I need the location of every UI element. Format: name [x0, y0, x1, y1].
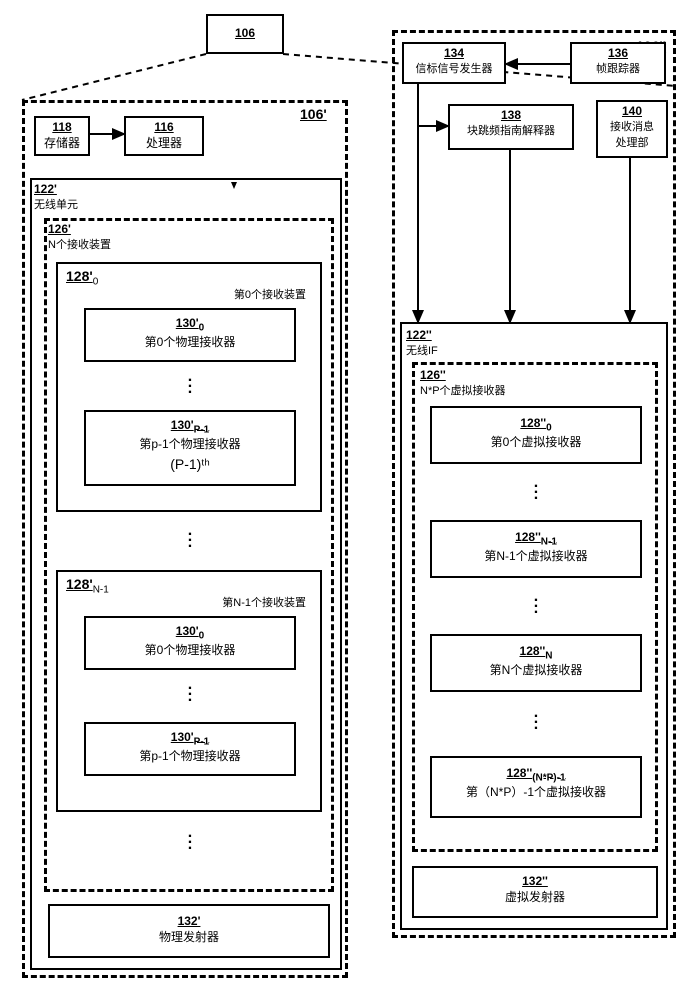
- dots: ...: [180, 374, 200, 392]
- msg-proc-label: 接收消息 处理部: [598, 118, 666, 150]
- v0-box: 128''0 第0个虚拟接收器: [430, 406, 642, 464]
- dots: ...: [526, 710, 546, 728]
- recv0-phy0-sub: 0: [199, 322, 205, 333]
- vN1-ref: 128'': [515, 530, 541, 544]
- left-tx: 132' 物理发射器: [48, 904, 330, 958]
- v0-label: 第0个虚拟接收器: [432, 433, 640, 450]
- vNP1-ref: 128'': [506, 766, 532, 780]
- root-node: 106: [206, 14, 284, 54]
- right-tx-ref: 132'': [414, 874, 656, 888]
- vNP1-box: 128''(N*P)-1 第（N*P）-1个虚拟接收器: [430, 756, 642, 818]
- beacon-node: 134 信标信号发生器: [402, 42, 506, 84]
- v0-ref: 128'': [520, 416, 546, 430]
- beacon-label: 信标信号发生器: [404, 60, 504, 76]
- recv0-phyP1: 130'P-1 第p-1个物理接收器 (P-1)ᵗʰ: [84, 410, 296, 486]
- recvN1-sub: N-1: [93, 584, 109, 595]
- frame-tracker-ref: 136: [572, 46, 664, 60]
- memory-label: 存储器: [36, 134, 88, 151]
- recv0-phyP1-label: 第p-1个物理接收器: [86, 435, 294, 452]
- vN1-label: 第N-1个虚拟接收器: [432, 547, 640, 564]
- recvN1-box: 128'N-1 第N-1个接收装置 130'0 第0个物理接收器 ... 130…: [56, 570, 322, 812]
- recvN1-phyP1-ref: 130': [171, 730, 194, 744]
- vN1-sub: N-1: [541, 536, 557, 547]
- vN1-box: 128''N-1 第N-1个虚拟接收器: [430, 520, 642, 578]
- processor-ref: 116: [126, 120, 202, 134]
- frame-tracker-label: 帧跟踪器: [572, 60, 664, 76]
- recvN1-label: 第N-1个接收装置: [222, 594, 306, 610]
- recv0-phyP1-sub: P-1: [194, 424, 210, 435]
- frame-tracker-node: 136 帧跟踪器: [570, 42, 666, 84]
- dots: ...: [526, 480, 546, 498]
- recv0-sub: 0: [93, 276, 99, 287]
- recv0-phy0-label: 第0个物理接收器: [86, 333, 294, 350]
- left-tx-label: 物理发射器: [50, 928, 328, 945]
- recvN1-phy0-sub: 0: [199, 630, 205, 641]
- beacon-ref: 134: [404, 46, 504, 60]
- recv0-ref: 128': [66, 268, 93, 284]
- v0-sub: 0: [546, 422, 552, 433]
- vNP1-sub: (N*P)-1: [532, 772, 565, 783]
- recv0-phy0-ref: 130': [176, 316, 199, 330]
- vN-ref: 128'': [520, 644, 546, 658]
- recv0-label: 第0个接收装置: [234, 286, 306, 302]
- recv0-phy0: 130'0 第0个物理接收器: [84, 308, 296, 362]
- recvN1-phyP1-sub: P-1: [194, 736, 210, 747]
- dots: ...: [180, 830, 200, 848]
- vN-sub: N: [545, 650, 552, 661]
- vN-box: 128''N 第N个虚拟接收器: [430, 634, 642, 692]
- recv0-phyP1-ref: 130': [171, 418, 194, 432]
- vNP1-label: 第（N*P）-1个虚拟接收器: [432, 783, 640, 800]
- recv0-phyP1-extra: (P-1)ᵗʰ: [86, 456, 294, 472]
- right-tx-label: 虚拟发射器: [414, 888, 656, 905]
- dots: ...: [180, 528, 200, 546]
- memory-node: 118 存储器: [34, 116, 90, 156]
- dots: ...: [180, 682, 200, 700]
- recvN1-phy0-ref: 130': [176, 624, 199, 638]
- msg-proc-node: 140 接收消息 处理部: [596, 100, 668, 158]
- interpreter-node: 138 块跳频指南解释器: [448, 104, 574, 150]
- recvN1-phy0: 130'0 第0个物理接收器: [84, 616, 296, 670]
- processor-label: 处理器: [126, 134, 202, 151]
- right-tx: 132'' 虚拟发射器: [412, 866, 658, 918]
- memory-ref: 118: [36, 120, 88, 134]
- vN-label: 第N个虚拟接收器: [432, 661, 640, 678]
- processor-node: 116 处理器: [124, 116, 204, 156]
- recvN1-ref: 128': [66, 576, 93, 592]
- interpreter-label: 块跳频指南解释器: [450, 122, 572, 138]
- diagram-canvas: 106 106' 118 存储器 116 处理器 122' 无线单元 126' …: [0, 0, 694, 1000]
- recv0-box: 128'0 第0个接收装置 130'0 第0个物理接收器 ... 130'P-1…: [56, 262, 322, 512]
- left-tx-ref: 132': [50, 914, 328, 928]
- interpreter-ref: 138: [450, 108, 572, 122]
- dots: ...: [526, 594, 546, 612]
- recvN1-phy0-label: 第0个物理接收器: [86, 641, 294, 658]
- recvN1-phyP1: 130'P-1 第p-1个物理接收器: [84, 722, 296, 776]
- root-ref: 106: [208, 26, 282, 40]
- recvN1-phyP1-label: 第p-1个物理接收器: [86, 747, 294, 764]
- left-panel-ref: 106': [300, 106, 327, 122]
- msg-proc-ref: 140: [598, 104, 666, 118]
